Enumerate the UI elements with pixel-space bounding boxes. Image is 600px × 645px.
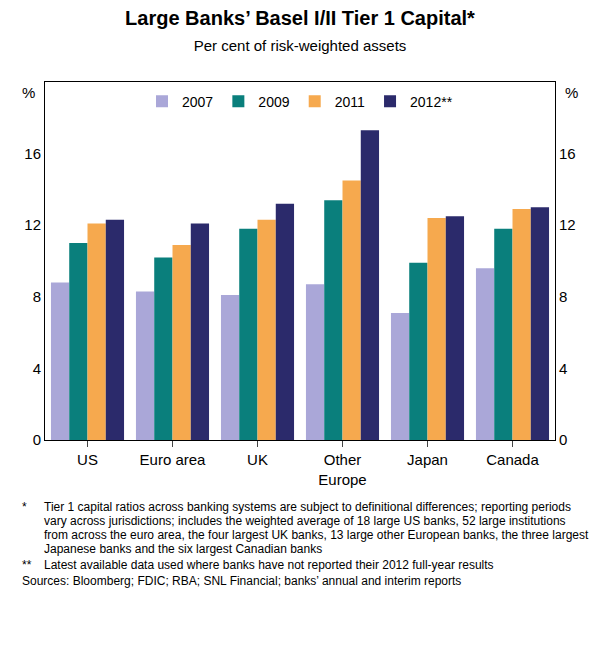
html-text:Latest available data used whe: Latest available data used where banks h… — [44, 558, 494, 572]
svg-text:Euro area: Euro area — [140, 451, 207, 468]
svg-text:2007: 2007 — [182, 94, 213, 110]
html-text:Tier 1 capital ratios across b: Tier 1 capital ratios across banking sys… — [44, 500, 589, 556]
svg-text:UK: UK — [247, 451, 268, 468]
svg-text:16: 16 — [24, 145, 41, 162]
html-text:Sources: Bloomberg; FDIC; RBA;: Sources: Bloomberg; FDIC; RBA; SNL Finan… — [22, 574, 462, 588]
svg-text:2009: 2009 — [258, 94, 289, 110]
svg-text:Japan: Japan — [407, 451, 448, 468]
svg-text:4: 4 — [33, 360, 41, 377]
svg-text:16: 16 — [559, 145, 576, 162]
svg-text:2012**: 2012** — [410, 94, 453, 110]
svg-text:2011: 2011 — [335, 94, 365, 110]
svg-text:0: 0 — [33, 431, 41, 448]
svg-text:%: % — [565, 84, 578, 101]
svg-text:12: 12 — [24, 216, 41, 233]
svg-text:%: % — [22, 84, 35, 101]
svg-text:Canada: Canada — [486, 451, 539, 468]
svg-text:4: 4 — [559, 360, 567, 377]
svg-text:12: 12 — [559, 216, 576, 233]
svg-text:8: 8 — [559, 288, 567, 305]
svg-text:US: US — [77, 451, 98, 468]
svg-text:0: 0 — [559, 431, 567, 448]
svg-text:Large Banks’ Basel I/II Tier 1: Large Banks’ Basel I/II Tier 1 Capital*P… — [125, 7, 475, 54]
svg-text:OtherEurope: OtherEurope — [318, 451, 366, 488]
svg-text:8: 8 — [33, 288, 41, 305]
